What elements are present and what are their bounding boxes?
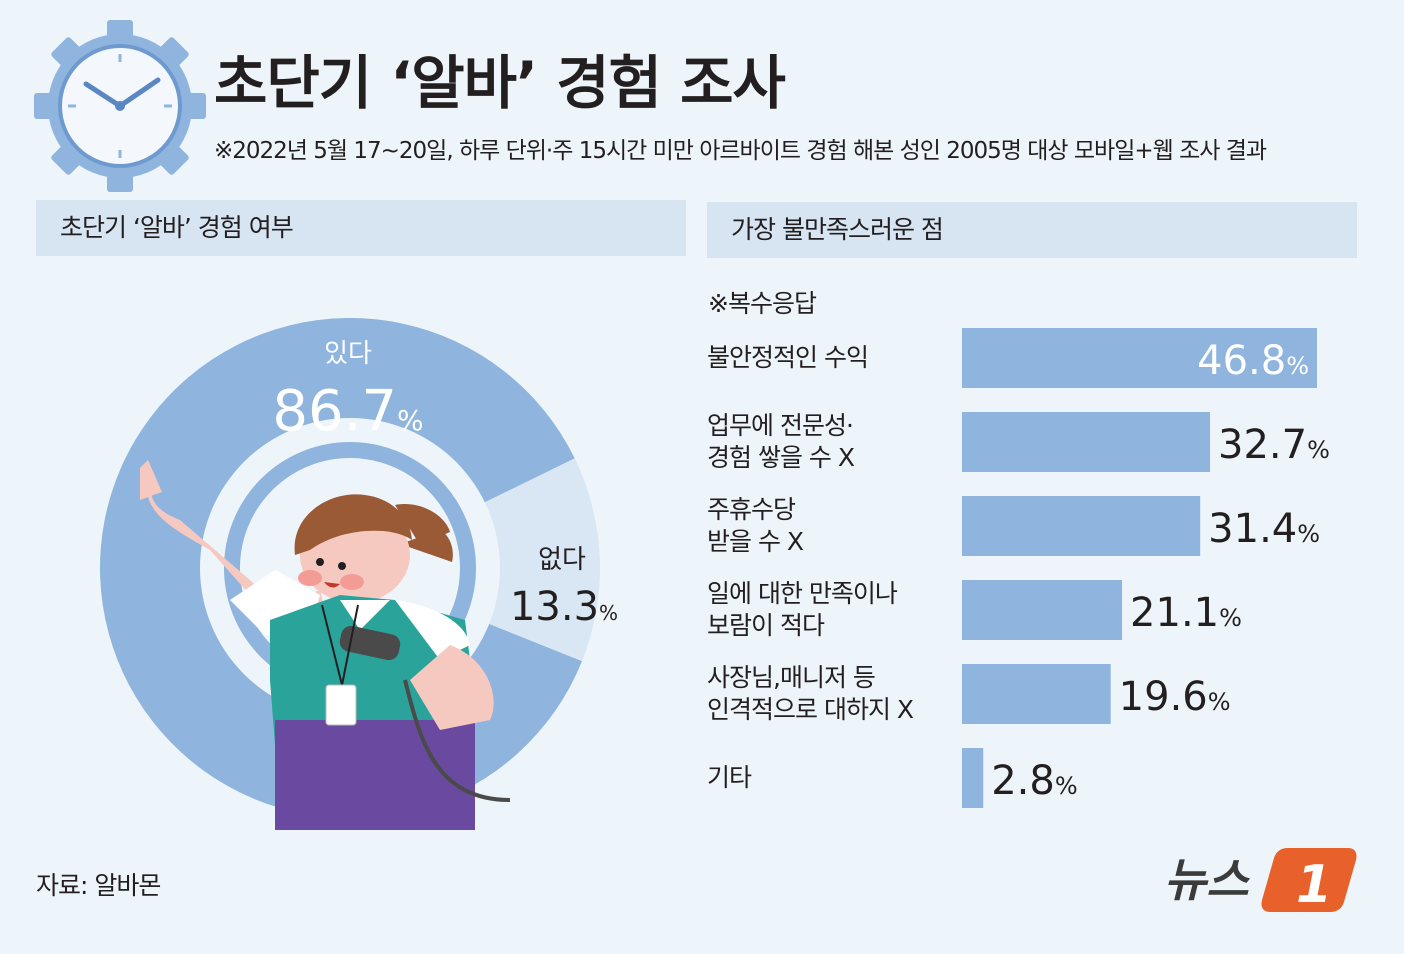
bar-0 — [962, 328, 1317, 388]
bar-value-4: 19.6% — [1119, 674, 1231, 720]
bar-value-2: 31.4% — [1208, 506, 1320, 552]
donut-label-0: 있다 — [324, 339, 372, 369]
survey-note: ※2022년 5월 17~20일, 하루 단위·주 15시간 미만 아르바이트 … — [214, 138, 1267, 164]
character-illustration — [140, 460, 511, 830]
logo-text: 뉴스 — [1164, 853, 1250, 907]
bar-label-4: 사장님,매니저 등 인격적으로 대하지 X — [707, 663, 914, 724]
donut-value-0: 86.7% — [272, 379, 423, 444]
bar-label-3: 일에 대한 만족이나 보람이 적다 — [707, 579, 898, 640]
bar-3 — [962, 580, 1123, 640]
left-section-header: 초단기 ‘알바’ 경험 여부 — [36, 200, 686, 256]
clock-gear-icon — [34, 20, 206, 192]
bar-value-1: 32.7% — [1218, 422, 1330, 468]
bar-value-5: 2.8% — [991, 758, 1077, 804]
logo-mark: 1 — [1296, 855, 1332, 915]
bar-label-2: 주휴수당 받을 수 X — [707, 495, 804, 556]
bar-4 — [962, 664, 1111, 724]
bar-value-3: 21.1% — [1130, 590, 1242, 636]
bar-label-5: 기타 — [707, 763, 752, 792]
dissatisfaction-bar-chart: 46.8% 32.7% 31.4% 21.1% 19.6% 2.8% — [962, 328, 1330, 808]
bar-value-0: 46.8% — [1197, 338, 1309, 384]
bar-label-0: 불안정적인 수익 — [707, 343, 869, 372]
donut-value-1: 13.3% — [510, 584, 618, 630]
right-section-header: 가장 불만족스러운 점 — [707, 202, 1357, 258]
bar-2 — [962, 496, 1201, 556]
bar-5 — [962, 748, 984, 808]
multiple-response-note: ※복수응답 — [708, 289, 817, 318]
news1-logo: 뉴스 1 — [1164, 848, 1357, 915]
donut-label-1: 없다 — [538, 545, 586, 575]
source-note: 자료: 알바몬 — [36, 871, 161, 900]
experience-donut-chart: 있다 86.7% 없다 13.3% — [100, 318, 618, 830]
page-title: 초단기 ‘알바’ 경험 조사 — [214, 49, 786, 117]
bar-label-1: 업무에 전문성· 경험 쌓을 수 X — [707, 411, 855, 472]
bar-1 — [962, 412, 1211, 472]
